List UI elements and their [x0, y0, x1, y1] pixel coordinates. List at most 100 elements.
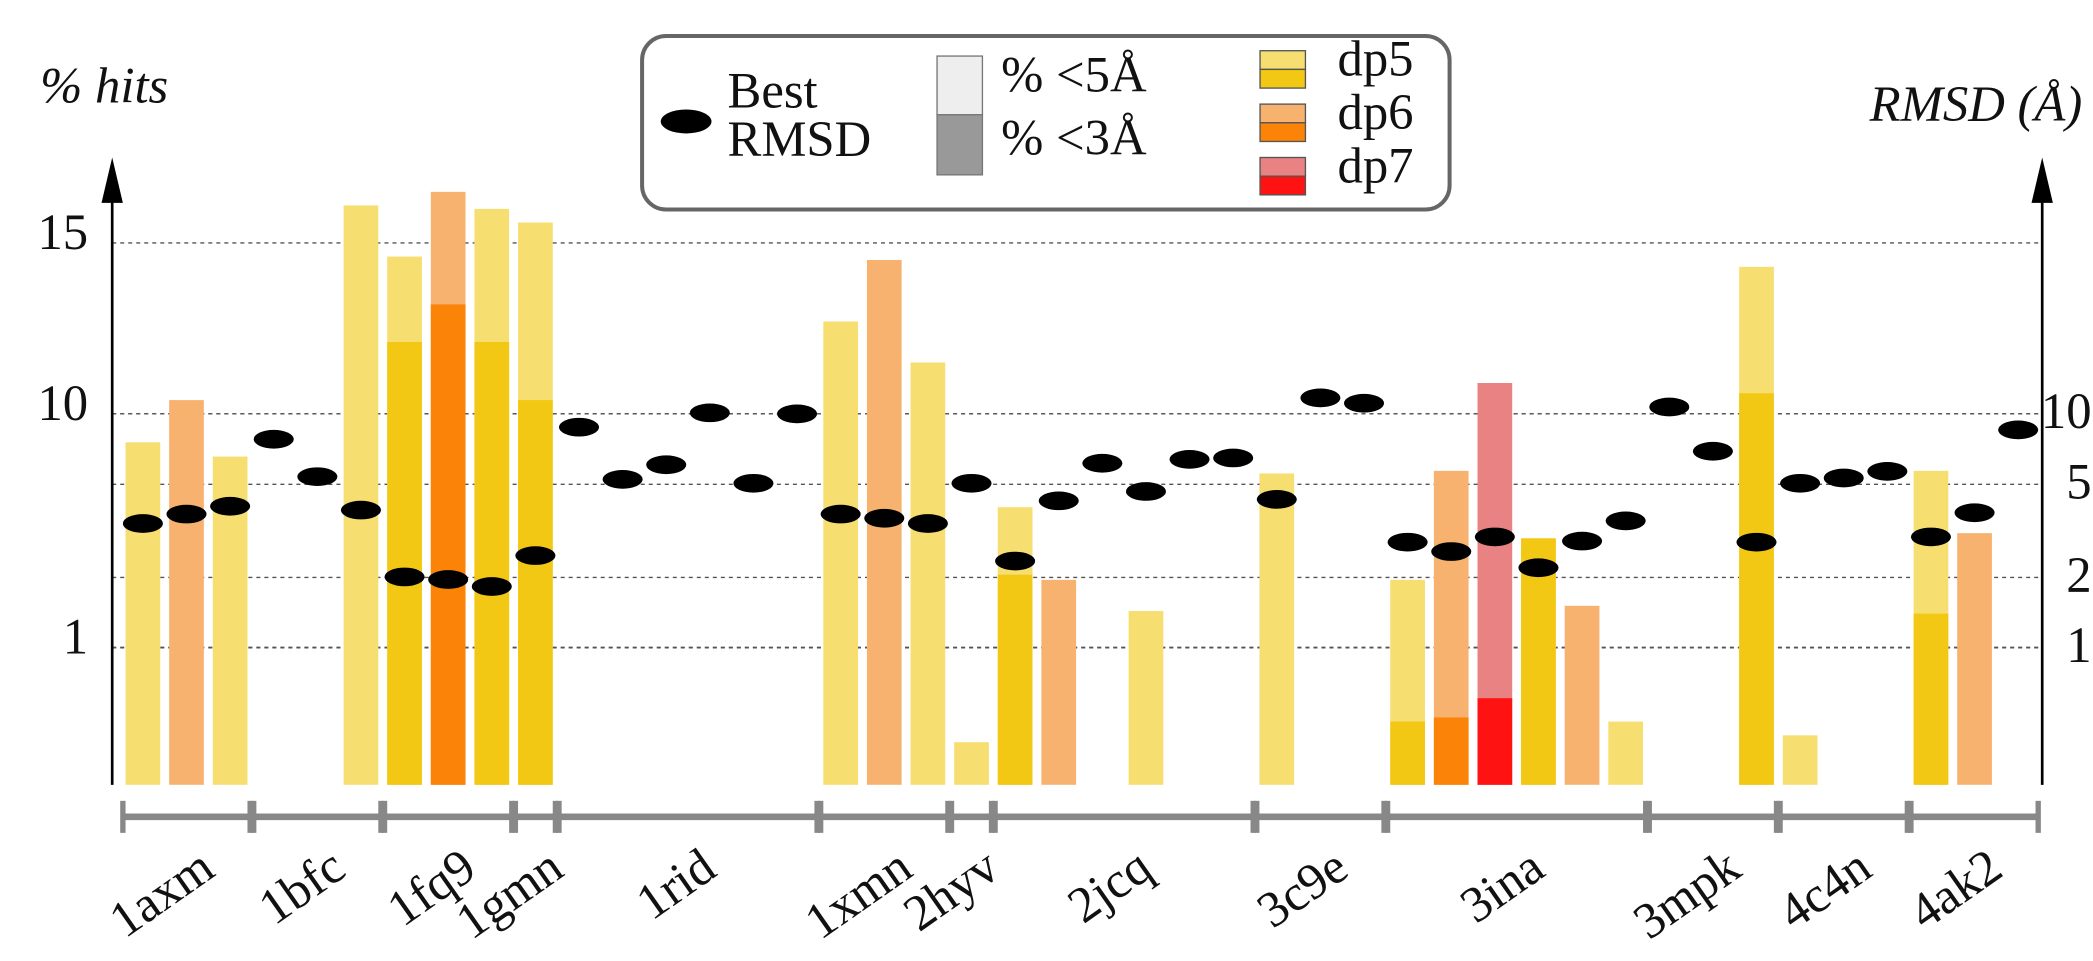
rmsd-mark	[122, 514, 163, 533]
rmsd-mark	[1954, 503, 1995, 523]
bar-pct3	[1739, 393, 1774, 785]
rmsd-mark	[1125, 482, 1166, 501]
rmsd-mark	[1605, 511, 1646, 531]
rmsd-mark	[471, 577, 512, 596]
rmsd-mark	[340, 500, 381, 520]
rmsd-mark	[384, 567, 425, 587]
bar-pct5	[1608, 721, 1644, 785]
y2-tick-label: 10	[2041, 383, 2092, 439]
rmsd-mark	[1736, 532, 1777, 552]
y-tick-label: 1	[63, 609, 88, 665]
legend-label: dp5	[1337, 31, 1413, 87]
bar-pct5	[1957, 533, 1992, 785]
group-label: 2hyv	[893, 837, 1009, 941]
group-label: 3ina	[1450, 838, 1554, 934]
rmsd-mark	[1256, 490, 1297, 509]
bar-pct3	[474, 342, 510, 785]
rmsd-mark	[1998, 420, 2039, 440]
rmsd-mark	[951, 473, 992, 493]
rmsd-mark	[907, 514, 948, 533]
bar-pct3	[1433, 717, 1469, 785]
legend-swatch	[1259, 156, 1307, 177]
bar-pct3	[1521, 538, 1556, 785]
rmsd-mark	[253, 429, 294, 449]
rmsd-mark	[297, 467, 338, 487]
bar-pct5	[1259, 473, 1295, 785]
group-label: 1axm	[99, 838, 223, 948]
rmsd-mark	[1431, 542, 1472, 561]
rmsd-mark	[995, 551, 1036, 571]
y-tick-label: 15	[37, 204, 88, 260]
legend-rmsd-mark	[660, 109, 712, 134]
rmsd-mark	[1213, 448, 1254, 468]
legend-label: % <5Å	[1001, 47, 1147, 103]
rmsd-mark	[1169, 450, 1210, 469]
rmsd-mark	[1038, 491, 1079, 511]
rmsd-mark	[777, 404, 818, 424]
rmsd-mark	[1823, 468, 1864, 488]
rmsd-mark	[1300, 388, 1341, 408]
rmsd-mark	[1343, 393, 1385, 413]
legend-box	[640, 34, 1452, 212]
legend-swatch	[1259, 68, 1307, 89]
y2-tick-label: 5	[2066, 454, 2091, 510]
bar-pct5	[169, 400, 204, 785]
bar-pct3	[997, 574, 1033, 785]
rmsd-mark	[733, 473, 774, 493]
rmsd-mark	[646, 455, 687, 475]
rmsd-mark	[166, 504, 207, 524]
rmsd-mark	[602, 470, 643, 489]
group-brackets	[120, 800, 2041, 833]
rmsd-mark	[428, 570, 469, 589]
legend-swatch	[1259, 175, 1307, 196]
axis-arrow	[2031, 157, 2053, 203]
bar-pct3	[518, 400, 553, 785]
bars	[125, 191, 1992, 785]
bar-pct3	[430, 304, 466, 785]
rmsd-mark	[1692, 441, 1733, 461]
legend-swatch	[1259, 103, 1307, 124]
group-label: 1bfc	[248, 838, 354, 936]
bar-pct5	[125, 442, 161, 785]
rmsd-mark	[1562, 531, 1603, 551]
bar-pct3	[387, 342, 422, 785]
rmsd-mark	[1387, 532, 1428, 552]
bar-pct3	[1390, 721, 1425, 785]
bar-pct3	[1913, 613, 1949, 785]
y-axis-title: % hits	[40, 57, 168, 113]
rmsd-mark	[1649, 397, 1690, 417]
group-label: 2jcq	[1058, 838, 1162, 934]
y2-tick-label: 2	[2066, 547, 2091, 603]
y2-tick-label: 1	[2066, 617, 2091, 673]
axis-arrow	[101, 157, 123, 203]
rmsd-mark	[1474, 527, 1515, 547]
rmsd-mark	[210, 496, 251, 516]
bar-pct5	[1041, 579, 1077, 785]
legend-label: Best	[728, 63, 818, 119]
bar-pct5	[1128, 611, 1164, 785]
rmsd-mark	[515, 546, 556, 565]
group-label: 3c9e	[1247, 838, 1358, 939]
rmsd-mark	[689, 403, 730, 423]
rmsd-marks	[122, 388, 2039, 596]
rmsd-mark	[1780, 473, 1821, 493]
rmsd-mark	[1518, 558, 1559, 578]
bar-pct5	[1564, 605, 1600, 785]
rmsd-mark	[1082, 453, 1123, 473]
bar-pct5	[1782, 735, 1818, 785]
y2-axis-title: RMSD (Å)	[1869, 76, 2083, 132]
legend-swatch	[936, 114, 984, 176]
bar-pct5	[343, 205, 379, 785]
bar-pct5	[954, 742, 989, 785]
group-label: 4c4n	[1768, 838, 1881, 940]
group-label: 3mpk	[1623, 837, 1750, 949]
rmsd-mark	[820, 504, 861, 524]
group-label: 4ak2	[1899, 838, 2012, 940]
bar-pct5	[910, 362, 946, 785]
legend-label: dp6	[1337, 84, 1413, 140]
y-tick-label: 10	[37, 375, 88, 431]
legend-swatch	[1259, 50, 1307, 71]
